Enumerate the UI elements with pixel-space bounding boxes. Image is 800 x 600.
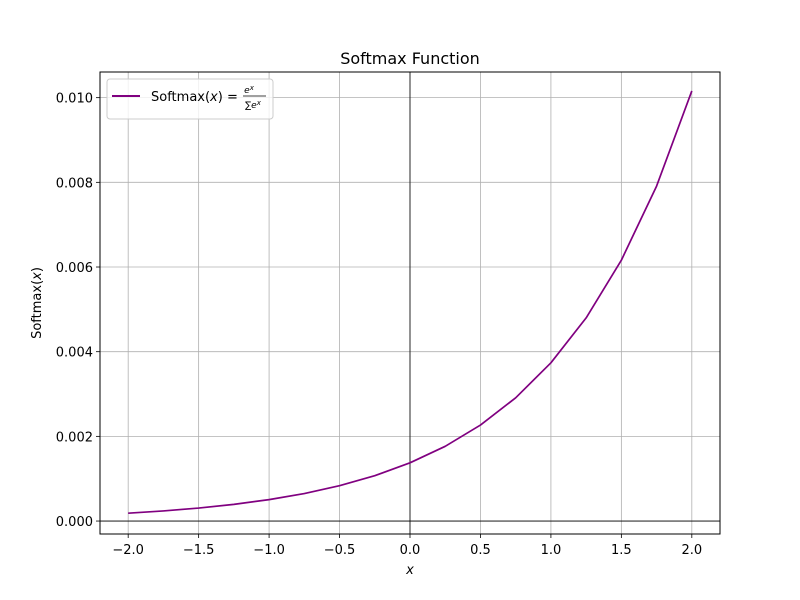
y-tick-label: 0.010 xyxy=(56,92,93,107)
y-axis-ticks: 0.000 0.002 0.004 0.006 0.008 0.010 xyxy=(56,92,100,530)
x-tick-label: 1.0 xyxy=(541,543,562,558)
reference-lines xyxy=(100,72,720,534)
chart-title: Softmax Function xyxy=(340,49,480,68)
legend-label: Softmax(x) = xyxy=(151,90,238,105)
y-tick-label: 0.002 xyxy=(56,430,93,445)
x-tick-label: 1.5 xyxy=(611,543,632,558)
series-layer xyxy=(128,90,693,515)
x-tick-label: −0.5 xyxy=(324,543,356,558)
x-tick-label: −2.0 xyxy=(112,543,144,558)
y-tick-label: 0.008 xyxy=(56,176,93,191)
legend-numerator: ex xyxy=(244,84,255,96)
x-tick-label: −1.0 xyxy=(253,543,285,558)
y-tick-label: 0.000 xyxy=(56,515,93,530)
legend: Softmax(x) = ex ∑ex xyxy=(106,78,274,120)
x-axis-ticks: −2.0 −1.5 −1.0 −0.5 0.0 0.5 1.0 1.5 2.0 xyxy=(112,534,702,558)
softmax-series-line xyxy=(128,90,693,515)
legend-box xyxy=(106,78,274,120)
y-axis-label: Softmax(x) xyxy=(30,267,45,339)
y-tick-label: 0.004 xyxy=(56,346,93,361)
x-tick-label: 2.0 xyxy=(681,543,702,558)
legend-denominator: ∑ex xyxy=(245,99,262,111)
y-tick-label: 0.006 xyxy=(56,261,93,276)
x-tick-label: −1.5 xyxy=(183,543,215,558)
x-tick-label: 0.0 xyxy=(400,543,421,558)
x-tick-label: 0.5 xyxy=(470,543,491,558)
x-axis-label: x xyxy=(405,563,414,578)
